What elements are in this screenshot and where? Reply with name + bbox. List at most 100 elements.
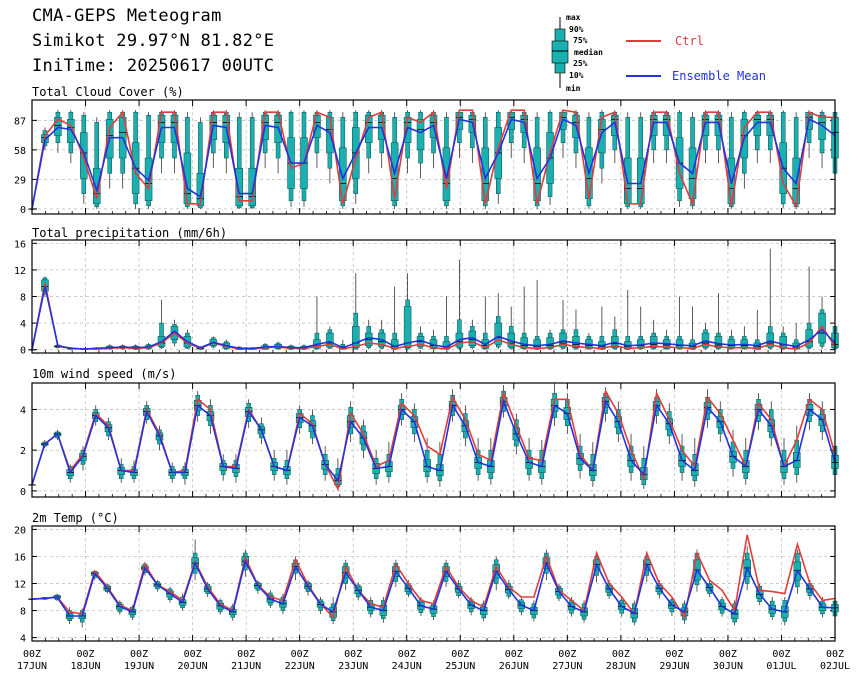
y-tick-label: 0	[20, 346, 26, 357]
box-inner	[649, 336, 658, 348]
x-tick-label-date: 22JUN	[285, 661, 315, 672]
x-tick-label-date: 25JUN	[445, 661, 475, 672]
legend-box-inner	[551, 40, 569, 64]
x-tick-label-time: 00Z	[291, 649, 309, 660]
x-tick-label-time: 00Z	[451, 649, 469, 660]
panel-title-1: Total precipitation (mm/6h)	[32, 226, 227, 240]
init-time-label: IniTime: 20250617 00UTC	[32, 56, 275, 76]
box-inner	[818, 312, 826, 344]
box-inner	[701, 332, 710, 348]
legend-ctrl-label: Ctrl	[675, 34, 704, 48]
y-tick-label: 16	[14, 239, 26, 250]
ctrl-line-2	[31, 388, 836, 492]
x-tick-label-date: 20JUN	[178, 661, 208, 672]
chart-title: CMA-GEPS Meteogram	[32, 6, 222, 26]
x-tick-label-time: 00Z	[77, 649, 95, 660]
x-tick-label-time: 00Z	[344, 649, 362, 660]
panel-title-2: 10m wind speed (m/s)	[32, 367, 177, 381]
boxplots-2	[28, 383, 839, 491]
ensemble-mean-line-0	[31, 118, 836, 210]
panel-frame-1	[31, 239, 836, 354]
box-inner	[559, 332, 567, 348]
panel-title-0: Total Cloud Cover (%)	[32, 85, 184, 99]
box-inner	[80, 132, 88, 179]
boxplots-1	[28, 248, 839, 351]
y-tick-label: 4	[20, 405, 26, 416]
ensemble-mean-line-3	[31, 558, 836, 617]
box-inner	[494, 322, 503, 345]
x-tick-label-date: 23JUN	[338, 661, 368, 672]
y-tick-label: 2	[20, 446, 26, 457]
y-tick-label: 4	[20, 634, 26, 645]
box-inner	[248, 167, 256, 207]
x-tick-label-time: 00Z	[130, 649, 148, 660]
x-tick-label-time: 00Z	[719, 649, 737, 660]
panel-title-3: 2m Temp (°C)	[32, 511, 119, 525]
legend-box-label-3: median	[574, 47, 603, 57]
box-inner	[235, 167, 243, 207]
legend-box-label-5: 10%	[569, 71, 584, 80]
panel-frame-2	[31, 382, 836, 498]
x-tick-label-time: 00Z	[23, 649, 41, 660]
box-inner	[416, 119, 425, 151]
legend-box-label-0: max	[566, 13, 581, 22]
box-outer	[159, 322, 164, 348]
x-tick-label-time: 00Z	[826, 649, 844, 660]
box-outer	[94, 122, 100, 208]
box-inner	[403, 306, 412, 348]
box-inner	[326, 332, 334, 348]
x-tick-label-time: 00Z	[558, 649, 576, 660]
box-inner	[766, 332, 774, 348]
box-outer	[198, 122, 203, 209]
legend-box-label-4: 25%	[573, 59, 588, 68]
ensemble-mean-line-2	[31, 398, 836, 486]
x-tick-label-time: 00Z	[398, 649, 416, 660]
box-outer	[236, 117, 242, 209]
ctrl-line-0	[31, 109, 835, 210]
y-tick-label: 8	[20, 607, 26, 618]
box-inner	[442, 147, 451, 202]
legend-box-label-2: 75%	[573, 36, 588, 45]
y-tick-label: 8	[20, 293, 26, 304]
x-tick-label-date: 29JUN	[659, 661, 689, 672]
box-outer	[249, 117, 255, 209]
y-tick-label: 12	[14, 266, 26, 277]
y-tick-label: 16	[14, 552, 26, 563]
x-tick-label-date: 26JUN	[499, 661, 529, 672]
x-tick-label-time: 00Z	[237, 649, 255, 660]
x-tick-label-date: 21JUN	[231, 661, 261, 672]
location-label: Simikot 29.97°N 81.82°E	[32, 31, 275, 51]
x-tick-label-time: 00Z	[612, 649, 630, 660]
y-tick-label: 0	[20, 487, 26, 498]
x-tick-label-date: 19JUN	[124, 661, 154, 672]
box-inner	[196, 173, 205, 207]
y-tick-label: 29	[14, 175, 26, 186]
x-tick-label-time: 00Z	[772, 649, 790, 660]
x-tick-label-time: 00Z	[665, 649, 683, 660]
legend-box-label-1: 90%	[569, 25, 584, 34]
legend-box-label-6: min	[566, 83, 581, 93]
x-tick-label-date: 02JUL	[820, 661, 850, 672]
ctrl-line-3	[31, 534, 836, 620]
x-tick-label-date: 01JUL	[766, 661, 796, 672]
x-tick-label-date: 28JUN	[606, 661, 636, 672]
box-inner	[352, 326, 360, 348]
y-tick-label: 0	[20, 205, 26, 216]
x-tick-label-date: 24JUN	[392, 661, 422, 672]
y-tick-label: 58	[14, 146, 26, 157]
y-tick-label: 20	[14, 525, 26, 536]
box-inner	[54, 117, 62, 136]
x-tick-label-date: 27JUN	[552, 661, 582, 672]
panel-frame-0	[31, 99, 836, 215]
ensemble-mean-line-1	[31, 286, 836, 350]
x-tick-label-time: 00Z	[184, 649, 202, 660]
y-tick-label: 87	[14, 116, 26, 127]
x-tick-label-date: 17JUN	[17, 661, 47, 672]
y-tick-label: 4	[20, 319, 26, 330]
panel-frame-3	[31, 525, 836, 642]
x-tick-label-date: 18JUN	[70, 661, 100, 672]
ctrl-line-1	[31, 283, 836, 350]
x-tick-label-time: 00Z	[505, 649, 523, 660]
